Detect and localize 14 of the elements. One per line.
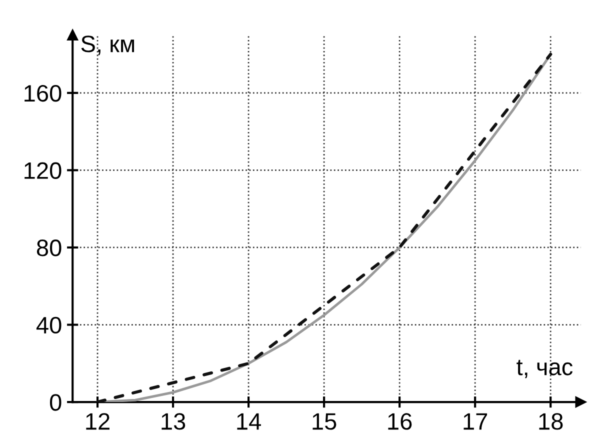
x-tick-label: 18: [539, 413, 563, 430]
x-tick-label: 16: [388, 413, 412, 430]
y-tick-label: 0: [50, 394, 62, 411]
y-tick-label: 40: [36, 316, 62, 334]
x-axis-title: t, час: [516, 360, 573, 378]
x-tick-label: 17: [464, 413, 488, 430]
x-tick-label: 13: [162, 413, 186, 430]
y-tick-label: 160: [24, 84, 62, 102]
y-tick-label: 80: [36, 240, 62, 256]
x-tick-label: 14: [237, 413, 261, 430]
x-tick-label: 12: [86, 413, 110, 430]
y-axis-title: S, км: [81, 36, 134, 56]
y-tick-label: 120: [24, 162, 62, 179]
x-tick-label: 15: [312, 413, 336, 430]
